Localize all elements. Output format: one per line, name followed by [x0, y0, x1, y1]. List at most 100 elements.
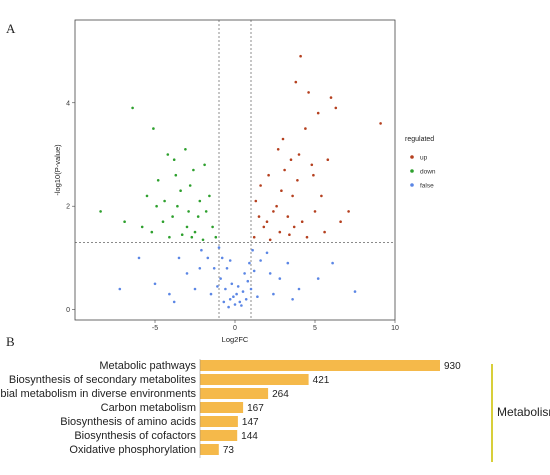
y-axis-ticks: 0 2 4 — [66, 100, 75, 314]
legend-swatch-up — [410, 155, 414, 159]
point-up — [323, 230, 326, 234]
bar-category-label: Microbial metabolism in diverse environm… — [0, 388, 196, 400]
legend-label-false: false — [420, 182, 434, 189]
legend-title: regulated — [405, 136, 434, 143]
point-up — [310, 163, 314, 167]
point-false — [220, 256, 224, 260]
x-axis-ticks: -5 0 5 10 — [152, 320, 399, 332]
point-up — [294, 80, 298, 84]
point-false — [353, 290, 357, 293]
point-up — [252, 235, 256, 239]
point-up — [267, 173, 270, 177]
bar-value-label: 264 — [272, 389, 289, 400]
legend-label-down: down — [420, 168, 436, 175]
point-up — [272, 210, 275, 213]
point-down — [172, 158, 176, 161]
point-down — [176, 204, 179, 208]
point-false — [278, 277, 282, 280]
point-false — [172, 300, 176, 304]
point-up — [292, 225, 296, 229]
point-up — [283, 168, 286, 172]
point-down — [214, 235, 218, 239]
point-false — [206, 256, 210, 260]
point-false — [168, 292, 171, 296]
point-down — [123, 220, 126, 223]
point-false — [316, 277, 320, 280]
legend-swatch-false — [410, 183, 414, 187]
point-up — [300, 220, 304, 223]
point-false — [153, 282, 157, 286]
legend-items: up down false — [410, 154, 436, 189]
point-false — [236, 285, 240, 288]
bar — [200, 374, 309, 385]
point-false — [244, 298, 248, 301]
point-false — [259, 259, 262, 262]
point-false — [252, 269, 256, 273]
x-tick-label: 0 — [233, 325, 237, 332]
point-down — [190, 235, 194, 239]
point-up — [329, 96, 333, 99]
point-down — [152, 127, 155, 130]
point-down — [185, 225, 189, 229]
point-down — [140, 225, 144, 229]
point-down — [211, 225, 214, 229]
plot-panel-a — [74, 19, 396, 321]
bar-category-label: Carbon metabolism — [101, 402, 196, 414]
point-up — [262, 225, 266, 229]
bar-value-label: 144 — [241, 431, 258, 442]
point-up — [268, 238, 272, 242]
point-down — [188, 184, 192, 187]
point-up — [280, 189, 283, 192]
point-up — [307, 91, 310, 94]
point-false — [331, 261, 334, 265]
bar-value-label: 73 — [223, 445, 235, 456]
x-tick-label: -5 — [152, 325, 158, 332]
legend-label-up: up — [420, 154, 428, 161]
bar — [200, 444, 219, 455]
point-false — [246, 279, 250, 283]
point-false — [233, 303, 237, 306]
point-false — [185, 272, 189, 275]
point-down — [184, 148, 187, 151]
threshold-lines — [75, 20, 395, 320]
point-down — [171, 215, 174, 218]
point-false — [137, 256, 141, 260]
point-down — [198, 199, 202, 203]
point-false — [243, 272, 246, 275]
point-false — [228, 259, 232, 262]
point-up — [334, 106, 338, 110]
bar — [200, 402, 244, 413]
point-false — [240, 304, 243, 307]
point-up — [254, 199, 258, 203]
point-up — [339, 220, 342, 223]
point-down — [196, 215, 200, 218]
x-tick-label: 10 — [391, 325, 399, 332]
x-tick-label: 5 — [313, 325, 317, 332]
point-false — [225, 267, 229, 270]
point-up — [257, 215, 261, 218]
point-down — [174, 173, 178, 177]
point-down — [163, 199, 166, 203]
point-up — [278, 230, 282, 234]
point-down — [99, 210, 102, 213]
point-false — [251, 248, 254, 252]
panel-label-b: B — [6, 334, 15, 349]
bar-category-label: Biosynthesis of secondary metabolites — [9, 374, 197, 386]
y-tick-label: 0 — [66, 307, 70, 314]
point-up — [316, 111, 320, 115]
point-false — [200, 248, 203, 252]
y-axis-title: -log10(P-value) — [53, 144, 62, 196]
point-false — [212, 267, 216, 270]
point-false — [232, 295, 235, 299]
legend: regulated up down false — [405, 136, 436, 189]
point-down — [180, 233, 184, 236]
bar-value-label: 167 — [247, 403, 264, 414]
point-up — [297, 153, 301, 156]
point-down — [179, 189, 182, 192]
point-false — [265, 251, 269, 255]
point-down — [155, 204, 158, 208]
point-false — [222, 300, 226, 304]
point-false — [224, 287, 227, 291]
point-false — [118, 287, 122, 291]
